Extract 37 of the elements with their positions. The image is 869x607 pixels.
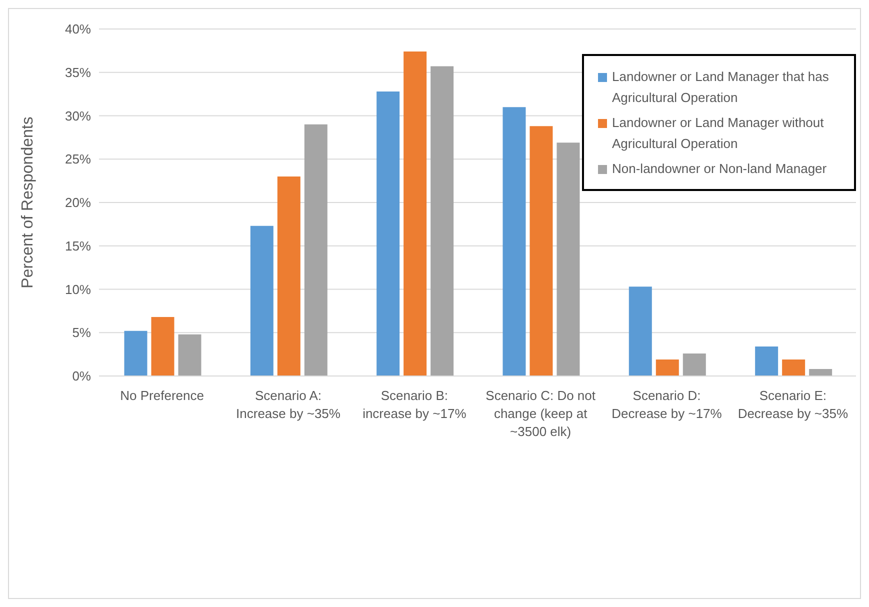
bar [628, 286, 652, 376]
y-tick-label: 10% [64, 282, 92, 297]
x-tick-label: Scenario B: increase by ~17% [362, 388, 467, 421]
legend-label: Landowner or Land Manager without Agricultural Operation [612, 114, 825, 153]
bar [404, 52, 427, 376]
bar [277, 176, 300, 376]
x-tick-label: Scenario E: Decrease by ~35% [738, 388, 848, 421]
y-tick-label: 15% [64, 238, 92, 254]
y-tick-label: 25% [64, 152, 92, 167]
x-tick-label: Scenario A: Increase by ~35% [236, 388, 341, 421]
x-tick-label: Scenario D: Decrease by ~17% [612, 388, 722, 421]
bar [376, 91, 400, 376]
bar [124, 330, 148, 376]
bar [809, 369, 832, 376]
y-tick-label: 0% [72, 368, 92, 384]
bar [502, 107, 526, 376]
y-tick-label: 35% [64, 64, 92, 80]
x-tick-label: Scenario C: Do not change (keep at ~3500 elk) [486, 388, 596, 439]
bar [304, 124, 328, 376]
legend-label: Landowner or Land Manager that has Agricultural Operation [612, 68, 830, 107]
bar [782, 360, 806, 376]
bar [530, 126, 553, 376]
y-tick-label: 30% [64, 108, 92, 124]
y-axis-title: Percent of Respondents [20, 116, 37, 288]
bar [755, 346, 778, 376]
legend-label: Non-landowner or Non-land Manager [612, 160, 827, 178]
bar [151, 317, 174, 376]
y-tick-label: 5% [72, 325, 92, 340]
x-tick-label: No Preference [120, 388, 204, 403]
bar [682, 353, 706, 376]
bar [430, 66, 454, 376]
bar [250, 226, 274, 376]
bar [178, 334, 202, 376]
bar [656, 360, 679, 376]
bar [556, 142, 580, 376]
y-tick-label: 20% [64, 195, 92, 210]
y-tick-label: 40% [64, 22, 92, 37]
